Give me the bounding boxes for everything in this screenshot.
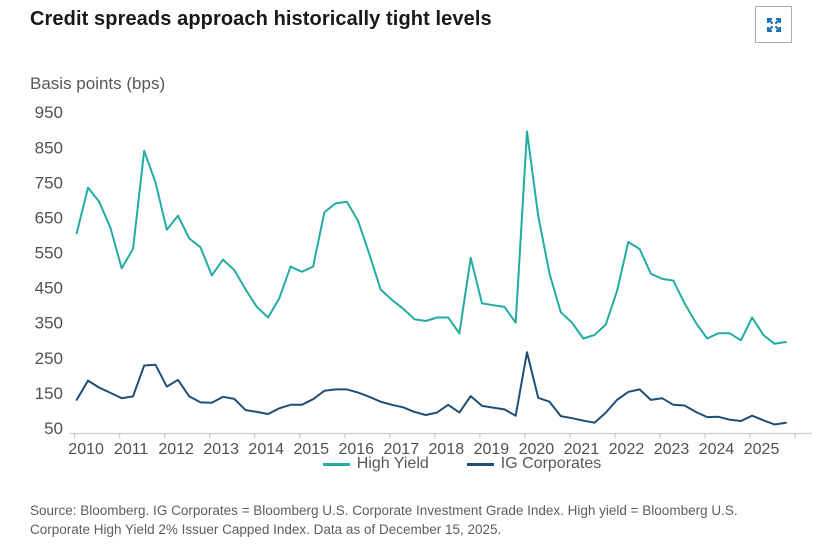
x-axis: 2010 2011 2012 2013 2014 2015 2016 2017 2018 2019… <box>68 432 812 455</box>
source-line-1: Source: Bloomberg. IG Corporates = Bloom… <box>30 503 738 518</box>
svg-text:350: 350 <box>35 314 63 333</box>
svg-text:2010: 2010 <box>68 441 104 455</box>
svg-text:2016: 2016 <box>338 441 374 455</box>
svg-text:2011: 2011 <box>114 441 149 455</box>
svg-text:750: 750 <box>35 173 63 192</box>
svg-text:2017: 2017 <box>384 441 420 455</box>
svg-text:650: 650 <box>35 208 63 227</box>
y-axis-title: Basis points (bps) <box>30 74 166 93</box>
y-axis-labels: 950 850 750 650 550 450 350 250 150 50 <box>35 103 63 438</box>
svg-text:450: 450 <box>35 279 63 298</box>
svg-text:50: 50 <box>44 419 63 438</box>
expand-arrows-icon <box>766 17 781 32</box>
svg-text:2025: 2025 <box>744 441 780 455</box>
source-line-2: Corporate High Yield 2% Issuer Capped In… <box>30 522 502 537</box>
series-line-ig-corporates[interactable] <box>75 351 787 426</box>
legend-item-ig-corporates[interactable]: IG Corporates <box>466 455 602 473</box>
svg-text:250: 250 <box>35 349 63 368</box>
svg-text:2024: 2024 <box>699 441 735 455</box>
legend-label-ig-corporates: IG Corporates <box>500 455 602 472</box>
svg-text:2022: 2022 <box>609 441 645 455</box>
svg-text:2015: 2015 <box>293 441 329 455</box>
svg-text:2020: 2020 <box>519 441 555 455</box>
svg-text:2023: 2023 <box>654 441 690 455</box>
svg-text:2013: 2013 <box>203 441 239 455</box>
svg-text:150: 150 <box>35 384 63 403</box>
svg-text:850: 850 <box>35 138 63 157</box>
legend-item-high-yield[interactable]: High Yield <box>322 455 429 473</box>
legend-swatch-high-yield <box>322 462 350 466</box>
expand-button[interactable] <box>755 6 792 43</box>
svg-text:950: 950 <box>35 103 63 122</box>
source-note: Source: Bloomberg. IG Corporates = Bloom… <box>30 501 816 539</box>
legend-swatch-ig-corporates <box>466 462 494 466</box>
svg-text:2012: 2012 <box>158 441 194 455</box>
svg-text:550: 550 <box>35 244 63 263</box>
svg-text:2014: 2014 <box>248 441 284 455</box>
legend-label-high-yield: High Yield <box>356 455 429 472</box>
svg-text:2018: 2018 <box>429 441 465 455</box>
chart-title: Credit spreads approach historically tig… <box>30 8 492 30</box>
svg-text:2021: 2021 <box>564 441 600 455</box>
svg-text:2019: 2019 <box>474 441 510 455</box>
series-line-high-yield[interactable] <box>75 130 787 345</box>
chart-legend: High Yield IG Corporates <box>0 455 836 473</box>
